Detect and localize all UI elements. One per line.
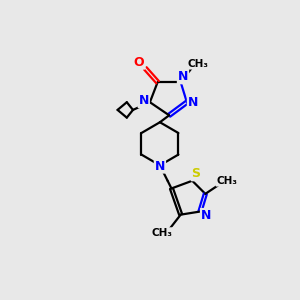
Text: CH₃: CH₃ bbox=[187, 59, 208, 69]
Text: N: N bbox=[139, 94, 149, 107]
Text: N: N bbox=[188, 96, 198, 109]
Text: N: N bbox=[178, 70, 188, 83]
Text: O: O bbox=[134, 56, 144, 69]
Text: N: N bbox=[201, 209, 211, 222]
Text: S: S bbox=[192, 167, 201, 180]
Text: N: N bbox=[155, 160, 165, 172]
Text: CH₃: CH₃ bbox=[216, 176, 237, 186]
Text: CH₃: CH₃ bbox=[152, 228, 173, 238]
